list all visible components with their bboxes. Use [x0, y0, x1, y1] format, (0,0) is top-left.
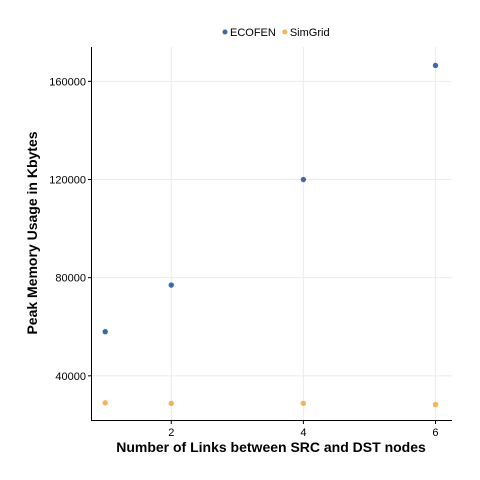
ticks: 40000 80000 120000 160000 2 4 6 — [49, 76, 438, 439]
y-tick-label: 120000 — [49, 175, 86, 187]
simgrid-point — [432, 401, 439, 408]
ecofen-point — [102, 328, 108, 335]
x-tick-label: 2 — [168, 427, 174, 439]
axes — [91, 47, 452, 421]
legend-label-simgrid: SimGrid — [290, 27, 330, 39]
legend: ECOFEN SimGrid — [222, 27, 330, 39]
x-axis-title: Number of Links between SRC and DST node… — [116, 439, 426, 455]
legend-key-ecofen — [222, 29, 228, 35]
x-tick-label: 6 — [432, 427, 438, 439]
simgrid-point — [102, 400, 108, 406]
ecofen-point — [168, 282, 174, 288]
x-tick-label: 4 — [300, 427, 306, 439]
ecofen-point — [432, 62, 439, 69]
simgrid-point — [168, 400, 174, 407]
ecofen-point — [300, 176, 307, 183]
simgrid-point — [300, 400, 307, 407]
grid — [92, 47, 452, 420]
y-axis-title: Peak Memory Usage in Kbytes — [24, 131, 40, 334]
y-tick-label: 80000 — [55, 273, 86, 285]
y-tick-label: 160000 — [49, 76, 86, 88]
legend-label-ecofen: ECOFEN — [230, 27, 276, 39]
data-points — [102, 62, 439, 408]
legend-key-simgrid — [282, 29, 288, 35]
y-tick-label: 40000 — [55, 371, 86, 383]
